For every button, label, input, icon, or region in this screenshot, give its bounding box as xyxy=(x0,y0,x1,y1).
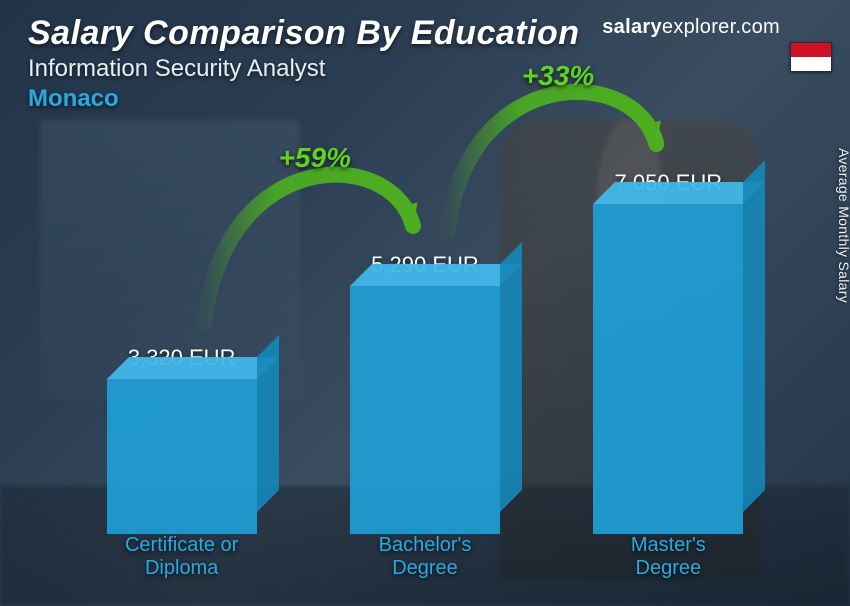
brand-watermark: salaryexplorer.com xyxy=(602,16,780,39)
brand-mid: explorer xyxy=(662,16,736,38)
country-flag-icon xyxy=(790,42,832,72)
increase-percent-label: +59% xyxy=(279,142,351,174)
increase-arc xyxy=(448,92,657,230)
increase-arc xyxy=(204,175,413,323)
title-block: Salary Comparison By Education Informati… xyxy=(28,14,580,113)
bar-chart: 3,320 EUR5,290 EUR7,050 EUR Certificate … xyxy=(60,140,790,588)
increase-arrows-layer xyxy=(60,100,790,588)
brand-suffix: .com xyxy=(735,16,780,38)
infographic-stage: Salary Comparison By Education Informati… xyxy=(0,0,850,606)
brand-bold: salary xyxy=(602,16,662,38)
increase-percent-label: +33% xyxy=(522,60,594,92)
chart-subtitle: Information Security Analyst xyxy=(28,55,580,83)
flag-top-stripe xyxy=(791,43,831,57)
chart-title: Salary Comparison By Education xyxy=(28,14,580,53)
y-axis-label: Average Monthly Salary xyxy=(836,148,850,303)
flag-bottom-stripe xyxy=(791,57,831,71)
